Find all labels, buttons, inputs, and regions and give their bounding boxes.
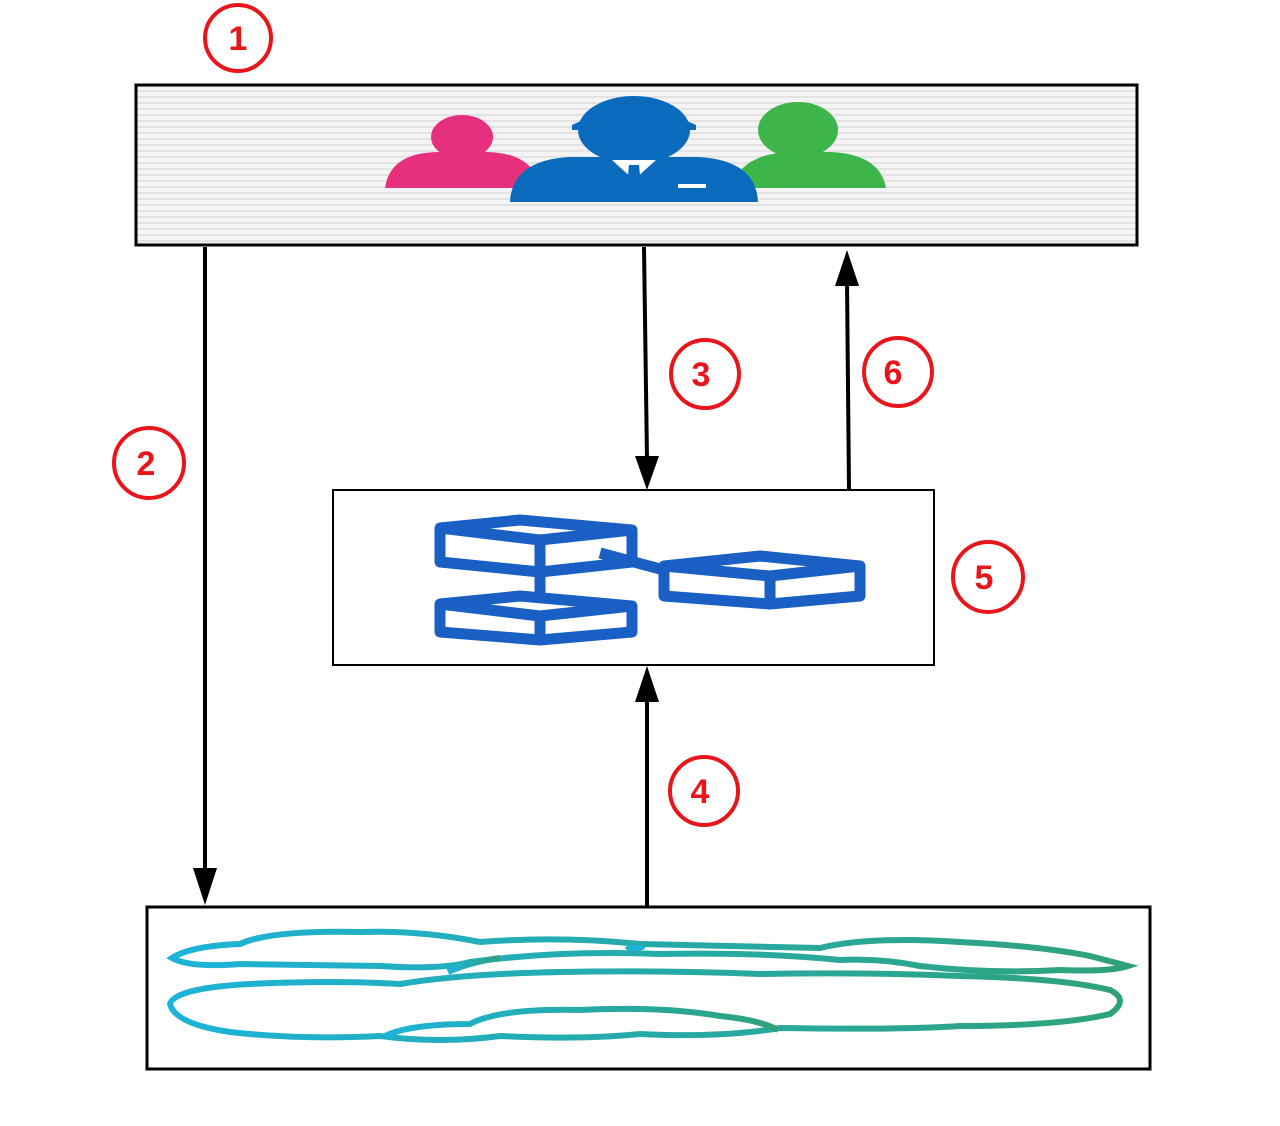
badge-3: 3 <box>669 338 741 410</box>
cloud-icon <box>166 928 1139 1043</box>
arrow-3-users-to-service <box>635 246 659 490</box>
step-badges: 1 2 3 4 5 6 <box>112 3 1025 827</box>
service-box <box>332 489 935 666</box>
arrow-6-service-to-users <box>835 250 859 491</box>
svg-text:2: 2 <box>137 445 156 483</box>
svg-text:4: 4 <box>691 773 710 811</box>
svg-text:5: 5 <box>975 559 994 597</box>
storage-box <box>145 905 1152 1071</box>
arrow-4-storage-to-service <box>635 666 659 907</box>
badge-4: 4 <box>668 755 740 827</box>
users-box <box>134 83 1139 247</box>
badge-2: 2 <box>112 426 186 500</box>
badge-5: 5 <box>951 540 1025 614</box>
badge-6: 6 <box>862 336 934 408</box>
svg-text:6: 6 <box>884 354 903 392</box>
svg-text:1: 1 <box>229 20 248 58</box>
arrow-2-users-to-storage <box>193 247 217 905</box>
female-user-icon <box>385 115 540 188</box>
arrows <box>193 246 859 907</box>
blocks-network-icon <box>434 514 866 646</box>
male-user-right-icon <box>732 102 886 188</box>
users-group-icon <box>385 96 886 202</box>
svg-text:3: 3 <box>692 356 711 394</box>
badge-1: 1 <box>203 3 273 73</box>
